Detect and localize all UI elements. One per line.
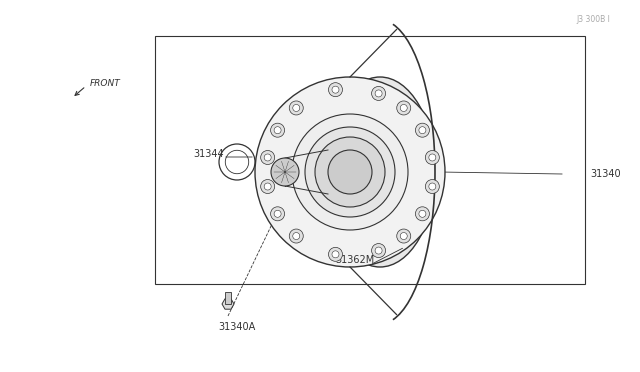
Ellipse shape [426,180,439,193]
Ellipse shape [419,210,426,217]
Ellipse shape [400,232,407,240]
Ellipse shape [274,127,281,134]
Ellipse shape [274,210,281,217]
Text: 31362M: 31362M [335,255,374,265]
Ellipse shape [375,90,382,97]
Text: 31340A: 31340A [218,322,255,332]
Ellipse shape [372,244,385,257]
Ellipse shape [271,207,285,221]
Ellipse shape [271,158,299,186]
Text: 31340: 31340 [590,169,621,179]
Text: FRONT: FRONT [90,80,121,89]
Ellipse shape [264,154,271,161]
Ellipse shape [271,123,285,137]
Ellipse shape [325,77,435,267]
Ellipse shape [397,101,411,115]
Ellipse shape [328,247,342,261]
Text: 31344: 31344 [193,149,223,159]
Ellipse shape [292,232,300,240]
Text: J3 300B I: J3 300B I [576,15,610,23]
Ellipse shape [305,127,395,217]
Ellipse shape [397,229,411,243]
Ellipse shape [426,151,439,164]
Ellipse shape [415,207,429,221]
Ellipse shape [264,183,271,190]
Bar [225,292,231,304]
Ellipse shape [328,83,342,97]
Ellipse shape [328,150,372,194]
Ellipse shape [315,137,385,207]
Ellipse shape [289,101,303,115]
Ellipse shape [429,183,436,190]
Ellipse shape [292,105,300,112]
Ellipse shape [415,123,429,137]
Ellipse shape [332,251,339,258]
Ellipse shape [375,247,382,254]
Ellipse shape [289,229,303,243]
Bar [155,36,585,284]
Ellipse shape [429,154,436,161]
Ellipse shape [400,105,407,112]
Ellipse shape [419,127,426,134]
Polygon shape [222,299,234,309]
Ellipse shape [260,180,275,193]
Ellipse shape [255,77,445,267]
Ellipse shape [372,86,385,100]
Ellipse shape [292,114,408,230]
Ellipse shape [332,86,339,93]
Ellipse shape [260,151,275,164]
